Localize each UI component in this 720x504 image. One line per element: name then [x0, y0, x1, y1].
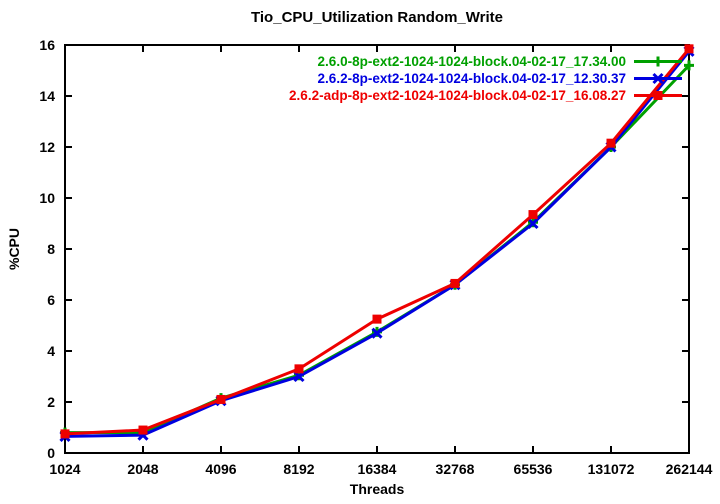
svg-text:16: 16	[39, 37, 55, 53]
svg-text:0: 0	[47, 445, 55, 461]
svg-text:262144: 262144	[666, 461, 713, 477]
svg-text:4: 4	[47, 343, 55, 359]
legend-line-sample-icon	[634, 56, 682, 67]
svg-text:2: 2	[47, 394, 55, 410]
svg-text:10: 10	[39, 190, 55, 206]
svg-text:8192: 8192	[283, 461, 314, 477]
svg-text:65536: 65536	[514, 461, 553, 477]
svg-text:2048: 2048	[127, 461, 158, 477]
y-axis-label: %CPU	[6, 227, 22, 271]
legend-label: 2.6.0-8p-ext2-1024-1024-block.04-02-17_1…	[317, 54, 626, 69]
svg-text:131072: 131072	[588, 461, 635, 477]
svg-text:6: 6	[47, 292, 55, 308]
legend-label: 2.6.2-adp-8p-ext2-1024-1024-block.04-02-…	[289, 88, 626, 103]
svg-text:1024: 1024	[49, 461, 80, 477]
legend-line-sample-icon	[634, 72, 682, 85]
legend-label: 2.6.2-8p-ext2-1024-1024-block.04-02-17_1…	[317, 71, 626, 86]
x-axis-label: Threads	[349, 481, 405, 497]
svg-text:32768: 32768	[436, 461, 475, 477]
svg-text:16384: 16384	[358, 461, 397, 477]
legend-item: 2.6.2-8p-ext2-1024-1024-block.04-02-17_1…	[289, 70, 684, 87]
legend-line-sample-icon	[634, 91, 682, 100]
legend: 2.6.0-8p-ext2-1024-1024-block.04-02-17_1…	[289, 53, 684, 104]
svg-text:12: 12	[39, 139, 55, 155]
legend-item: 2.6.2-adp-8p-ext2-1024-1024-block.04-02-…	[289, 87, 684, 104]
svg-text:8: 8	[47, 241, 55, 257]
legend-item: 2.6.0-8p-ext2-1024-1024-block.04-02-17_1…	[289, 53, 684, 70]
svg-text:4096: 4096	[205, 461, 236, 477]
svg-text:14: 14	[39, 88, 55, 104]
chart-title: Tio_CPU_Utilization Random_Write	[251, 9, 503, 26]
